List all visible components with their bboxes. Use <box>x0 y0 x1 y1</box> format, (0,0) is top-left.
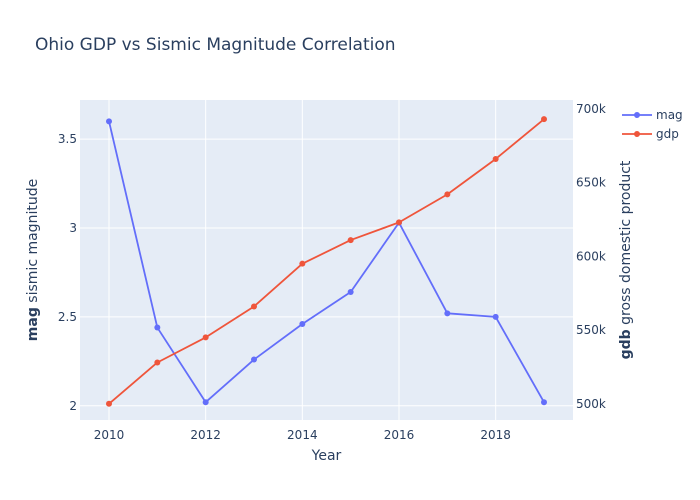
data-point-gdp <box>492 155 499 162</box>
data-point-gdp <box>106 400 112 407</box>
series-mag <box>106 118 547 406</box>
chart-title: Ohio GDP vs Sismic Magnitude Correlation <box>35 35 396 55</box>
y2-axis-title-rest: gross domestic product <box>618 160 634 325</box>
x-axis-title: Year <box>311 448 342 464</box>
y-tick-label: 2 <box>69 399 77 413</box>
legend-label-gdp: gdp <box>656 127 679 141</box>
y2-tick-label: 700k <box>576 102 606 116</box>
legend[interactable]: mag gdp <box>622 108 683 141</box>
series-line-gdp <box>108 118 545 405</box>
x-tick-label: 2010 <box>94 428 125 442</box>
y2-tick-label: 600k <box>576 249 606 263</box>
legend-marker-mag <box>634 112 640 118</box>
data-point-gdp <box>154 359 161 366</box>
y2-tick-label: 500k <box>576 397 606 411</box>
data-point-mag <box>347 289 354 295</box>
data-point-gdp <box>251 303 257 310</box>
legend-item-gdp[interactable]: gdp <box>622 127 679 141</box>
data-point-gdp <box>444 191 451 198</box>
legend-item-mag[interactable]: mag <box>622 108 683 122</box>
data-point-mag <box>154 324 161 331</box>
x-tick-label: 2014 <box>287 428 318 442</box>
series-layer <box>106 116 547 407</box>
y-tick-label: 3.5 <box>58 132 77 146</box>
y2-tick-label: 550k <box>576 323 606 337</box>
y-tick-label: 2.5 <box>58 310 77 324</box>
x-tick-label: 2016 <box>384 428 415 442</box>
y-axis-title-rest: sismic magnitude <box>25 179 41 303</box>
data-point-mag <box>251 356 257 363</box>
data-point-gdp <box>396 219 402 226</box>
data-point-mag <box>444 310 451 317</box>
x-tick-label: 2018 <box>480 428 511 442</box>
y-tick-label: 3 <box>69 221 77 235</box>
data-point-mag <box>299 321 306 327</box>
y2-axis-title-bold: gdb <box>618 329 634 359</box>
ticks-layer: 2010 2012 2014 2016 2018 2 2.5 3 3.5 500k 550k 600k… <box>58 102 606 442</box>
data-point-gdp <box>541 116 547 123</box>
plot-background <box>80 100 573 420</box>
y-axis-title: mag sismic magnitude <box>25 179 41 341</box>
y2-tick-label: 650k <box>576 176 606 190</box>
y-axis-title-bold: mag <box>25 307 41 341</box>
data-point-mag <box>492 313 499 320</box>
legend-marker-gdp <box>634 131 640 137</box>
legend-label-mag: mag <box>656 108 683 122</box>
data-point-mag <box>541 399 547 406</box>
series-gdp <box>106 116 547 407</box>
series-line-mag <box>108 121 545 404</box>
data-point-mag <box>106 118 112 125</box>
grid <box>80 100 573 420</box>
data-point-gdp <box>202 334 209 341</box>
x-tick-label: 2012 <box>190 428 221 442</box>
data-point-gdp <box>299 260 306 267</box>
data-point-gdp <box>347 237 354 244</box>
y2-axis-title: gdb gross domestic product <box>618 160 634 359</box>
data-point-mag <box>202 399 209 406</box>
